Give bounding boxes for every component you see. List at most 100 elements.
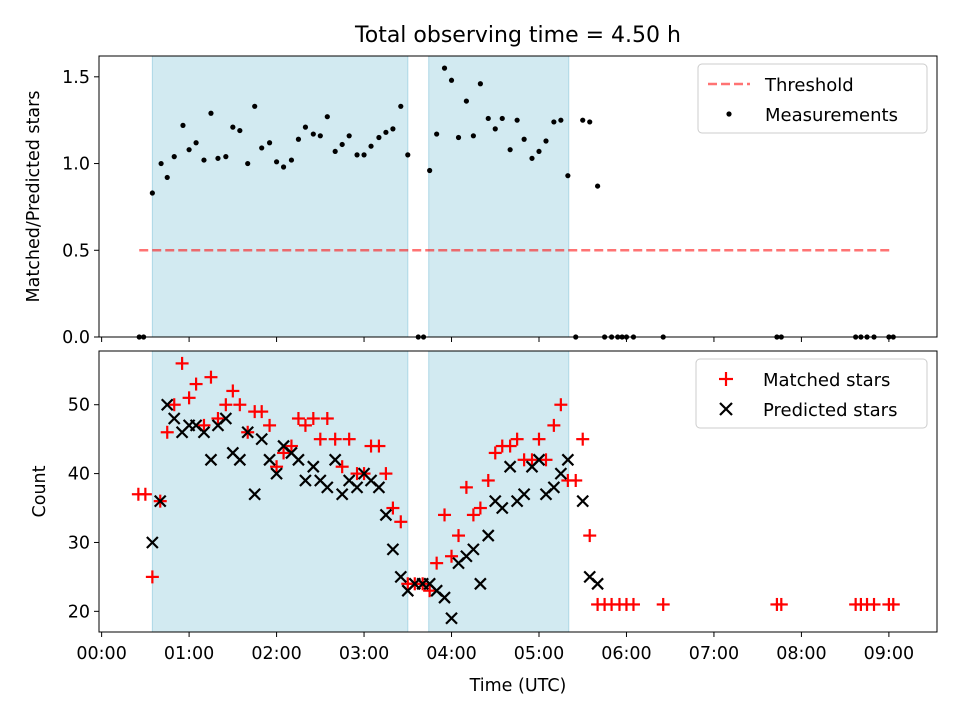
- bottom-legend-frame: [695, 358, 928, 429]
- predicted-star-point: [307, 460, 320, 473]
- bottom-y-axis: 20 30 40 50: [68, 396, 99, 622]
- matched-star-point: [438, 508, 452, 522]
- top-y-axis-label: Matched/Predicted stars: [24, 91, 44, 303]
- measurement-point: [310, 131, 316, 137]
- x-tick-label: 02:00: [251, 644, 301, 664]
- top-x-tick-marks: [101, 337, 890, 342]
- matched-star-point: [774, 597, 788, 611]
- matched-star-point: [430, 556, 444, 570]
- x-tick-label: 00:00: [76, 644, 126, 664]
- matched-star-point: [291, 411, 305, 425]
- measurement-point: [237, 127, 243, 134]
- measurements-legend-swatch: [726, 111, 732, 117]
- measurement-point: [543, 138, 549, 144]
- measurement-point: [441, 65, 448, 71]
- measurement-point: [587, 119, 593, 125]
- predicted-star-point: [561, 453, 575, 467]
- matched-star-point: [503, 439, 517, 453]
- matched-star-point: [510, 432, 524, 446]
- matched-star-point: [525, 453, 539, 467]
- predicted-star-point: [532, 453, 546, 467]
- predicted-star-point: [255, 432, 268, 446]
- threshold-legend-label: Threshold: [764, 75, 854, 96]
- bottom-legend: Matched stars Predicted stars: [695, 358, 928, 429]
- predicted-legend-label: Predicted stars: [763, 400, 897, 421]
- ratio-panel: 0.0 0.5 1.0 1.5 Matched/Predicted stars Thr…: [24, 55, 938, 348]
- bottom-axes-frame: [98, 350, 938, 633]
- top-y-tick-label: 0.0: [62, 328, 90, 348]
- matched-star-point: [626, 597, 640, 611]
- measurement-point: [536, 148, 542, 155]
- measurement-point: [215, 155, 221, 161]
- top-y-axis: 0.0 0.5 1.0 1.5: [62, 68, 99, 348]
- matched-star-point: [386, 501, 400, 515]
- measurement-point: [398, 103, 404, 109]
- matched-star-point: [867, 597, 881, 611]
- bottom-y-tick-label: 30: [68, 533, 90, 553]
- measurement-point: [280, 164, 287, 170]
- matched-star-point: [160, 425, 174, 439]
- x-tick-label: 03:00: [339, 644, 389, 664]
- measurement-point: [383, 129, 389, 135]
- x-tick-label: 07:00: [689, 644, 739, 664]
- top-axes-frame: [98, 55, 938, 338]
- measurement-point: [463, 98, 469, 104]
- matched-star-point: [423, 584, 437, 598]
- measurement-point: [201, 157, 207, 163]
- matched-star-point: [452, 529, 466, 543]
- measurement-point: [514, 117, 520, 123]
- matched-star-point: [277, 446, 291, 460]
- observing-window: [428, 350, 570, 633]
- predicted-star-point: [153, 494, 167, 508]
- measurement-point: [164, 174, 170, 181]
- matched-star-point: [466, 508, 480, 522]
- measurement-point: [266, 140, 273, 146]
- predicted-star-point: [321, 481, 334, 494]
- measurement-point: [158, 160, 164, 167]
- predicted-star-point: [547, 481, 561, 494]
- measurement-point: [492, 126, 498, 132]
- top-y-tick-label: 1.0: [62, 155, 90, 175]
- measurement-point: [551, 119, 557, 125]
- x-tick-label: 05:00: [514, 644, 564, 664]
- matched-star-point: [219, 398, 233, 412]
- x-tick-label: 06:00: [601, 644, 651, 664]
- measurement-point: [376, 134, 382, 141]
- matched-legend-swatch: [719, 372, 733, 386]
- measurement-point: [580, 117, 586, 123]
- predicted-star-point: [481, 529, 495, 542]
- predicted-star-point: [328, 453, 342, 467]
- figure-title: Total observing time = 4.50 h: [354, 23, 681, 48]
- matched-star-point: [481, 473, 495, 487]
- observing-window: [428, 55, 570, 338]
- measurement-point: [361, 152, 367, 158]
- matched-star-point: [569, 473, 583, 487]
- measurement-point: [193, 140, 199, 146]
- measurement-point: [499, 115, 505, 122]
- measurement-point: [259, 145, 265, 151]
- matched-star-point: [473, 501, 487, 515]
- measurement-point: [595, 183, 601, 189]
- measurement-point: [521, 136, 527, 142]
- predicted-star-point: [146, 536, 159, 549]
- measurement-point: [455, 134, 462, 141]
- predicted-star-point: [445, 611, 458, 625]
- matched-star-point: [342, 432, 356, 446]
- measurement-point: [332, 148, 338, 155]
- bottom-y-axis-label: Count: [30, 465, 50, 517]
- matched-star-point: [255, 405, 269, 419]
- matched-star-point: [394, 515, 408, 529]
- matched-star-point: [175, 356, 189, 370]
- measurements-legend-label: Measurements: [765, 105, 898, 126]
- measurement-point: [485, 115, 491, 122]
- measurement-point: [149, 190, 155, 196]
- matched-star-point: [145, 570, 159, 584]
- measurement-point: [324, 114, 330, 120]
- bottom-y-tick-label: 20: [68, 602, 90, 622]
- predicted-star-point: [350, 481, 364, 494]
- matched-star-point: [182, 391, 196, 405]
- predicted-star-point: [335, 487, 349, 501]
- predicted-star-point: [386, 543, 400, 556]
